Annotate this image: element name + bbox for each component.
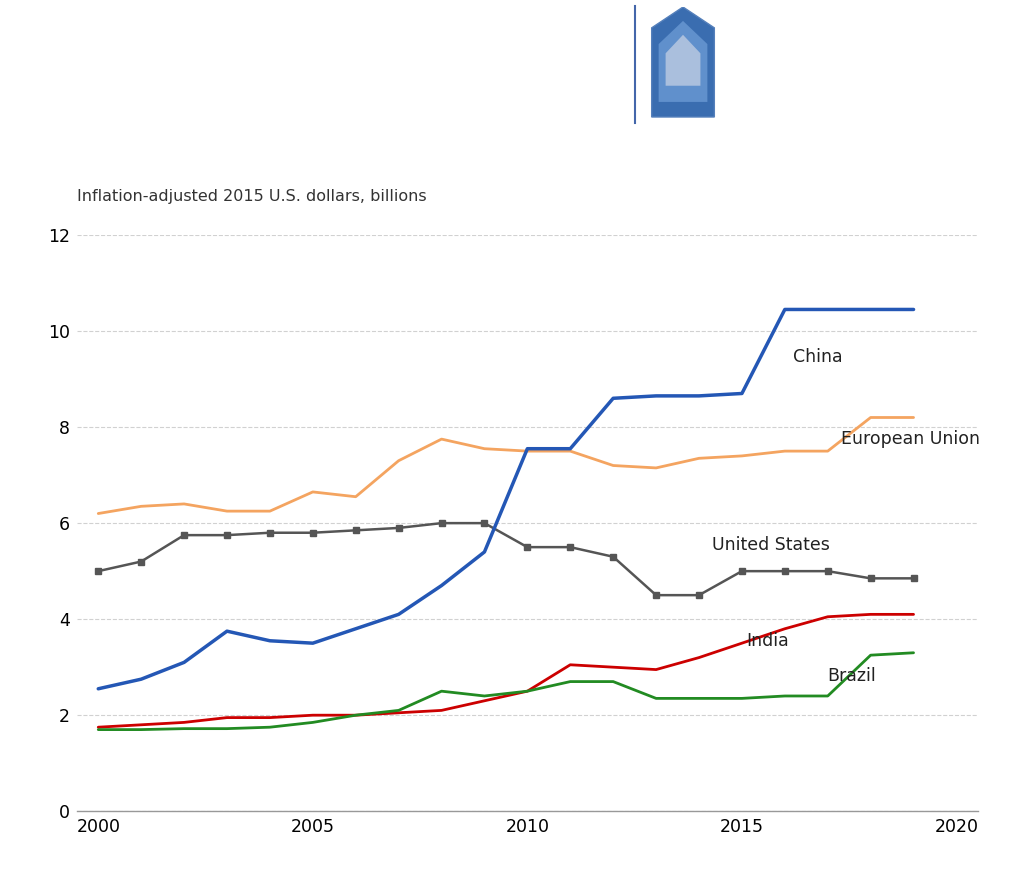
Polygon shape [651, 7, 715, 117]
Text: and development, 2000–19: and development, 2000–19 [23, 75, 383, 99]
Text: Economic Research Service: Economic Research Service [722, 26, 998, 44]
Text: Inflation-adjusted 2015 U.S. dollars, billions: Inflation-adjusted 2015 U.S. dollars, bi… [77, 189, 426, 204]
Text: China: China [794, 348, 843, 367]
Text: India: India [746, 631, 788, 650]
Polygon shape [666, 35, 700, 86]
Text: Investment in public agricultural research: Investment in public agricultural resear… [23, 29, 585, 53]
Text: Brazil: Brazil [827, 667, 877, 685]
Text: U.S. DEPARTMENT OF AGRICULTURE: U.S. DEPARTMENT OF AGRICULTURE [722, 73, 933, 86]
Polygon shape [658, 21, 708, 102]
Text: United States: United States [712, 536, 829, 553]
Text: USDA: USDA [650, 26, 755, 59]
Text: European Union: European Union [841, 430, 980, 448]
